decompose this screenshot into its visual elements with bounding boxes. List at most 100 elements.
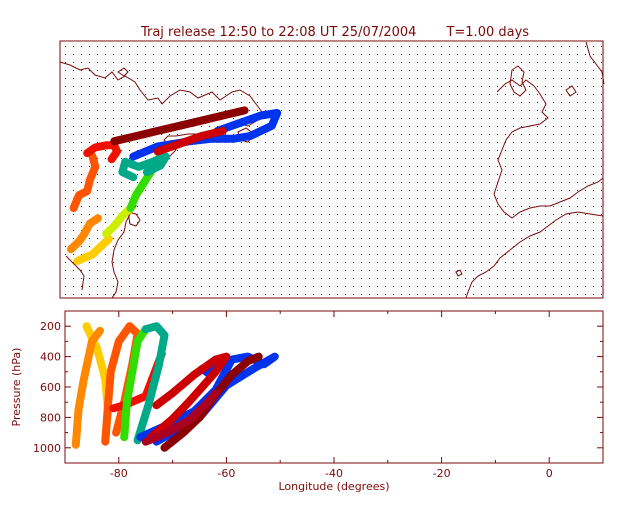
grid-dot	[441, 158, 442, 159]
grid-dot	[241, 206, 242, 207]
grid-dot	[281, 86, 282, 87]
grid-dot	[465, 190, 466, 191]
grid-dot	[401, 246, 402, 247]
grid-dot	[201, 110, 202, 111]
grid-dot	[601, 134, 602, 135]
grid-dot	[345, 238, 346, 239]
grid-dot	[313, 54, 314, 55]
grid-dot	[169, 214, 170, 215]
grid-dot	[361, 110, 362, 111]
grid-dot	[313, 214, 314, 215]
grid-dot	[401, 166, 402, 167]
grid-dot	[185, 262, 186, 263]
grid-dot	[345, 62, 346, 63]
grid-dot	[169, 166, 170, 167]
grid-dot	[297, 46, 298, 47]
grid-dot	[329, 166, 330, 167]
grid-dot	[569, 182, 570, 183]
grid-dot	[521, 214, 522, 215]
grid-dot	[137, 278, 138, 279]
grid-dot	[313, 294, 314, 295]
grid-dot	[593, 206, 594, 207]
grid-dot	[281, 78, 282, 79]
grid-dot	[241, 286, 242, 287]
grid-dot	[185, 174, 186, 175]
grid-dot	[425, 294, 426, 295]
grid-dot	[505, 190, 506, 191]
grid-dot	[217, 214, 218, 215]
grid-dot	[113, 94, 114, 95]
grid-dot	[505, 214, 506, 215]
grid-dot	[65, 102, 66, 103]
grid-dot	[497, 134, 498, 135]
grid-dot	[305, 142, 306, 143]
grid-dot	[457, 270, 458, 271]
grid-dot	[385, 142, 386, 143]
grid-dot	[289, 86, 290, 87]
grid-dot	[321, 110, 322, 111]
grid-dot	[457, 278, 458, 279]
grid-dot	[441, 70, 442, 71]
grid-dot	[593, 254, 594, 255]
grid-dot	[113, 102, 114, 103]
grid-dot	[537, 54, 538, 55]
grid-dot	[65, 78, 66, 79]
grid-dot	[417, 270, 418, 271]
grid-dot	[377, 278, 378, 279]
grid-dot	[601, 158, 602, 159]
grid-dot	[201, 158, 202, 159]
grid-dot	[393, 166, 394, 167]
grid-dot	[97, 110, 98, 111]
grid-dot	[201, 270, 202, 271]
grid-dot	[329, 198, 330, 199]
grid-dot	[201, 174, 202, 175]
grid-dot	[193, 190, 194, 191]
grid-dot	[161, 134, 162, 135]
grid-dot	[513, 78, 514, 79]
grid-dot	[417, 286, 418, 287]
grid-dot	[561, 198, 562, 199]
grid-dot	[441, 46, 442, 47]
grid-dot	[497, 270, 498, 271]
grid-dot	[105, 294, 106, 295]
grid-dot	[185, 270, 186, 271]
grid-dot	[177, 110, 178, 111]
grid-dot	[513, 198, 514, 199]
grid-dot	[289, 166, 290, 167]
grid-dot	[521, 262, 522, 263]
grid-dot	[273, 230, 274, 231]
grid-dot	[65, 70, 66, 71]
grid-dot	[481, 174, 482, 175]
grid-dot	[593, 182, 594, 183]
grid-dot	[105, 270, 106, 271]
grid-dot	[121, 54, 122, 55]
grid-dot	[153, 54, 154, 55]
grid-dot	[593, 78, 594, 79]
grid-dot	[153, 214, 154, 215]
grid-dot	[537, 246, 538, 247]
grid-dot	[121, 182, 122, 183]
grid-dot	[417, 118, 418, 119]
grid-dot	[545, 246, 546, 247]
grid-dot	[145, 62, 146, 63]
grid-dot	[233, 166, 234, 167]
grid-dot	[297, 238, 298, 239]
grid-dot	[249, 46, 250, 47]
grid-dot	[257, 294, 258, 295]
grid-dot	[561, 166, 562, 167]
grid-dot	[65, 46, 66, 47]
grid-dot	[337, 110, 338, 111]
grid-dot	[289, 110, 290, 111]
grid-dot	[273, 246, 274, 247]
grid-dot	[105, 54, 106, 55]
grid-dot	[241, 54, 242, 55]
grid-dot	[449, 174, 450, 175]
grid-dot	[265, 70, 266, 71]
grid-dot	[441, 102, 442, 103]
grid-dot	[577, 278, 578, 279]
grid-dot	[105, 62, 106, 63]
grid-dot	[489, 118, 490, 119]
grid-dot	[417, 182, 418, 183]
grid-dot	[345, 222, 346, 223]
grid-dot	[449, 142, 450, 143]
